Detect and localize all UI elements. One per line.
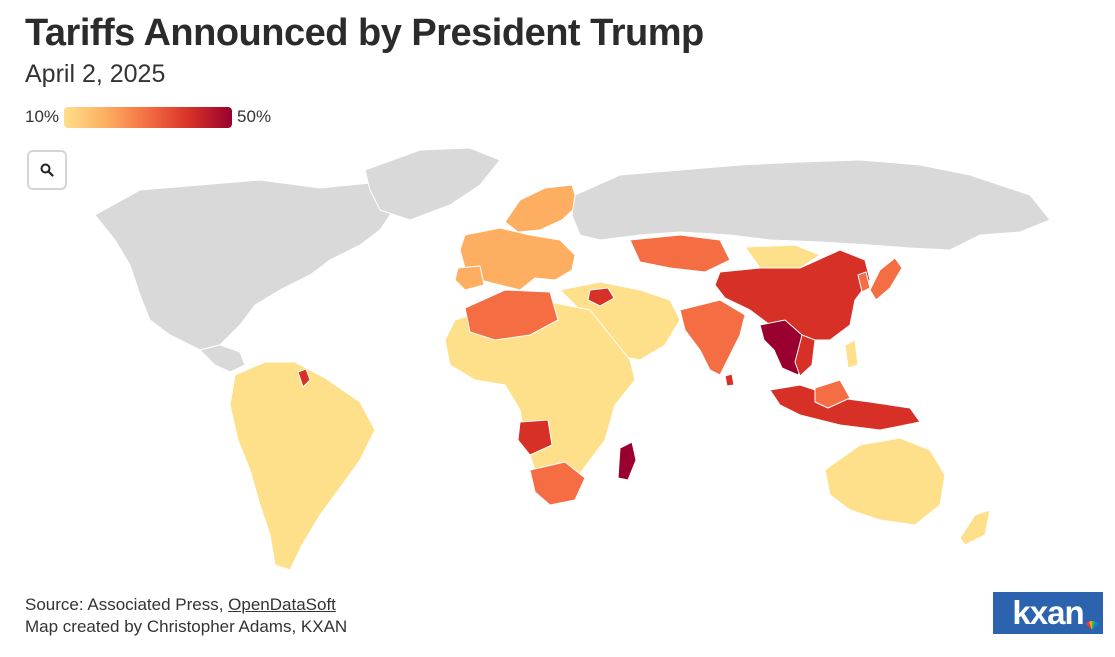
- region-korea[interactable]: [857, 271, 871, 293]
- region-new-zealand[interactable]: [959, 509, 991, 546]
- region-japan[interactable]: [869, 257, 903, 301]
- zoom-button[interactable]: [27, 150, 67, 190]
- region-angola[interactable]: [517, 419, 553, 456]
- source-link[interactable]: OpenDataSoft: [228, 595, 336, 614]
- chart-subtitle: April 2, 2025: [25, 60, 166, 88]
- credit-line: Map created by Christopher Adams, KXAN: [25, 617, 348, 636]
- legend-max-label: 50%: [237, 107, 272, 126]
- region-north-america[interactable]: [94, 179, 401, 351]
- world-map[interactable]: [80, 140, 1110, 580]
- region-central-america[interactable]: [199, 344, 246, 373]
- region-vietnam[interactable]: [794, 334, 816, 377]
- logo-text: kxan: [1012, 594, 1084, 631]
- source-prefix: Source: Associated Press,: [25, 595, 229, 614]
- kxan-logo: kxan: [993, 592, 1103, 634]
- region-borneo[interactable]: [814, 379, 851, 409]
- region-sri-lanka[interactable]: [724, 373, 735, 387]
- region-africa[interactable]: [444, 301, 636, 486]
- chart-title: Tariffs Announced by President Trump: [25, 12, 704, 54]
- source-note: Source: Associated Press, OpenDataSoft M…: [25, 594, 347, 638]
- color-legend: 10% 50%: [25, 106, 271, 128]
- region-china[interactable]: [714, 249, 871, 341]
- legend-min-label: 10%: [25, 107, 60, 126]
- peacock-icon: [1086, 621, 1098, 630]
- region-syria[interactable]: [587, 287, 615, 307]
- region-philippines[interactable]: [844, 339, 859, 369]
- region-kazakhstan[interactable]: [629, 234, 731, 273]
- region-guyana[interactable]: [297, 368, 311, 388]
- region-libya-algeria[interactable]: [464, 289, 559, 341]
- region-south-america[interactable]: [229, 361, 376, 571]
- region-iberia[interactable]: [454, 265, 485, 291]
- region-madagascar[interactable]: [617, 441, 637, 481]
- source-line: Source: Associated Press, OpenDataSoft: [25, 594, 347, 616]
- region-greenland[interactable]: [364, 147, 501, 221]
- region-russia[interactable]: [571, 159, 1051, 251]
- region-southern-africa[interactable]: [529, 461, 586, 506]
- region-india[interactable]: [679, 299, 746, 376]
- region-scandinavia[interactable]: [504, 184, 579, 233]
- legend-gradient-bar: [64, 106, 233, 128]
- region-mongolia[interactable]: [744, 244, 821, 269]
- region-australia[interactable]: [824, 437, 946, 526]
- search-icon: [40, 163, 54, 177]
